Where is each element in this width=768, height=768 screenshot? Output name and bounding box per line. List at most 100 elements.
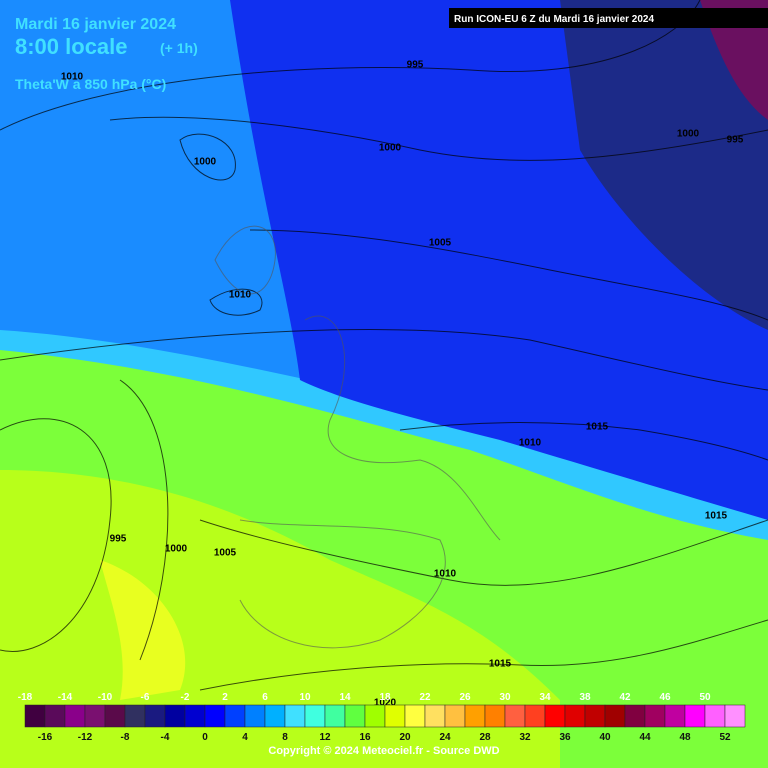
colorbar-label: 32 — [519, 732, 531, 743]
isobar-label: 1015 — [489, 659, 512, 670]
colorbar-label: -12 — [78, 732, 93, 743]
colorbar-swatch — [424, 704, 446, 728]
isobar-line — [249, 229, 768, 321]
run-box — [449, 8, 768, 28]
colorbar-swatch — [184, 704, 206, 728]
isobar-label: 995 — [727, 135, 744, 146]
colorbar-label: -4 — [161, 732, 170, 743]
colorbar-label: 6 — [262, 692, 268, 703]
colorbar-swatch — [364, 704, 386, 728]
colorbar-swatch — [264, 704, 286, 728]
colorbar-label: -6 — [141, 692, 150, 703]
colorbar-swatch — [304, 704, 326, 728]
colorbar-swatch — [344, 704, 366, 728]
colorbar-label: 8 — [282, 732, 288, 743]
isobar-label: 1015 — [705, 511, 728, 522]
isobar-label: 1010 — [229, 290, 252, 301]
navy-area — [560, 0, 768, 330]
colorbar-label: 0 — [202, 732, 208, 743]
isobar-line — [0, 0, 701, 131]
colorbar-swatch — [524, 704, 546, 728]
warm-core — [100, 560, 186, 700]
colorbar-swatch — [544, 704, 566, 728]
colorbar-label: 40 — [599, 732, 611, 743]
isobar-line — [209, 288, 263, 316]
coastline — [239, 519, 446, 649]
isobar-label: 1005 — [214, 548, 237, 559]
colorbar-swatch — [724, 704, 746, 728]
colorbar-swatch — [604, 704, 626, 728]
colorbar-label: 44 — [639, 732, 651, 743]
date-title: Mardi 16 janvier 2024 — [15, 16, 176, 33]
colorbar-label: 20 — [399, 732, 411, 743]
time-offset: (+ 1h) — [160, 40, 198, 56]
isobar-line — [399, 422, 768, 461]
colorbar-swatch — [24, 704, 46, 728]
colorbar-label: 30 — [499, 692, 511, 703]
colorbar-swatch — [444, 704, 466, 728]
isobar-line — [109, 116, 768, 161]
run-info: Run ICON-EU 6 Z du Mardi 16 janvier 2024 — [454, 14, 654, 25]
colorbar-swatch — [64, 704, 86, 728]
isobar-label: 1005 — [429, 238, 452, 249]
isobar-label: 1015 — [586, 422, 609, 433]
colorbar-swatch — [144, 704, 166, 728]
colorbar-swatch — [624, 704, 646, 728]
colorbar-label: 24 — [439, 732, 451, 743]
colorbar-swatch — [684, 704, 706, 728]
colorbar-label: 38 — [579, 692, 591, 703]
colorbar-swatch — [204, 704, 226, 728]
colorbar-swatch — [504, 704, 526, 728]
isobar-line — [199, 519, 768, 586]
colorbar-label: 10 — [299, 692, 311, 703]
isobar-label: 1010 — [434, 569, 457, 580]
coastline — [214, 225, 501, 541]
colorbar-label: 26 — [459, 692, 471, 703]
colorbar-swatch — [104, 704, 126, 728]
colorbar-label: -10 — [98, 692, 113, 703]
colorbar-label: -8 — [121, 732, 130, 743]
colorbar-label: 42 — [619, 692, 631, 703]
time-title: 8:00 locale — [15, 34, 128, 59]
isobar-label: 1000 — [165, 544, 188, 555]
isobar-line — [199, 619, 768, 691]
colorbar-swatch — [84, 704, 106, 728]
colorbar-label: 36 — [559, 732, 571, 743]
isobar-line — [0, 329, 768, 391]
colorbar-swatch — [664, 704, 686, 728]
colorbar-label: 50 — [699, 692, 711, 703]
colorbar-label: -2 — [181, 692, 190, 703]
colorbar-swatch — [44, 704, 66, 728]
colorbar-swatch — [584, 704, 606, 728]
colorbar: -18-16-14-12-10-8-6-4-202468101214161820… — [18, 692, 746, 743]
colorbar-swatch — [404, 704, 426, 728]
colorbar-label: 16 — [359, 732, 371, 743]
parameter-title: Theta'W a 850 hPa (°C) — [15, 76, 166, 92]
colorbar-swatch — [224, 704, 246, 728]
colorbar-swatch — [484, 704, 506, 728]
isobar-label: 1010 — [519, 438, 542, 449]
colorbar-swatch — [284, 704, 306, 728]
colorbar-swatch — [384, 704, 406, 728]
colorbar-swatch — [164, 704, 186, 728]
colorbar-swatch — [124, 704, 146, 728]
colorbar-swatch — [464, 704, 486, 728]
colorbar-swatch — [644, 704, 666, 728]
colorbar-label: 52 — [719, 732, 731, 743]
colorbar-label: -16 — [38, 732, 53, 743]
colorbar-label: 22 — [419, 692, 431, 703]
colorbar-swatch — [564, 704, 586, 728]
isobar-label: 1000 — [194, 157, 217, 168]
purple-area — [700, 0, 768, 120]
colorbar-swatch — [244, 704, 266, 728]
isobar-label: 995 — [110, 534, 127, 545]
isobar-label: 1000 — [677, 129, 700, 140]
colorbar-label: 48 — [679, 732, 691, 743]
isobar-label: 1010 — [61, 72, 84, 83]
copyright: Copyright © 2024 Meteociel.fr - Source D… — [268, 745, 499, 757]
isobar-line — [119, 379, 169, 661]
colorbar-label: 14 — [339, 692, 351, 703]
colorbar-label: 12 — [319, 732, 331, 743]
isobar-label: 995 — [407, 60, 424, 71]
